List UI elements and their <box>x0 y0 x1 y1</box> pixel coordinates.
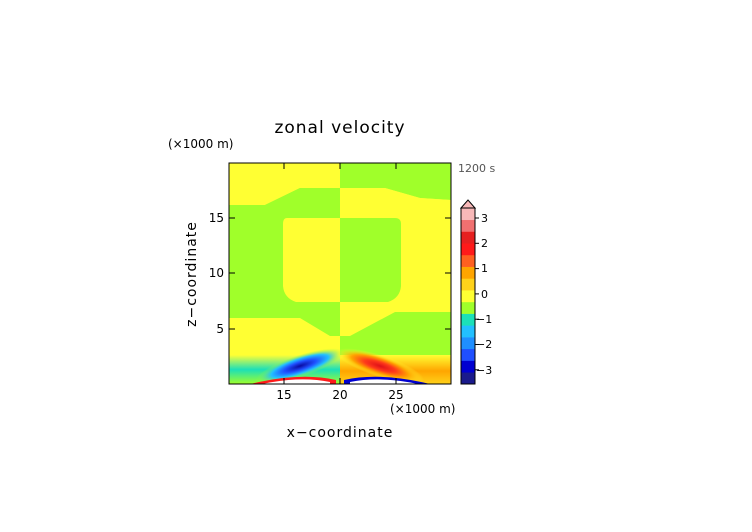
colorbar-tick-label: −2 <box>476 338 492 351</box>
y-tick-label: 15 <box>209 211 224 225</box>
colorbar-swatch <box>461 360 475 373</box>
colorbar-swatch <box>461 254 475 267</box>
colorbar-swatch <box>461 243 475 256</box>
colorbar-swatch <box>461 290 475 303</box>
colorbar-swatch <box>461 325 475 338</box>
axis-ticks <box>229 163 451 384</box>
colorbar-swatch <box>461 301 475 314</box>
colorbar-swatch <box>461 348 475 361</box>
colorbar-tick-label: 0 <box>481 288 488 301</box>
x-tick-label: 15 <box>276 388 291 402</box>
y-unit-label: (×1000 m) <box>168 137 233 151</box>
colorbar-swatch <box>461 278 475 291</box>
colorbar-extend-arrow <box>459 199 477 209</box>
surface-band-core-right <box>350 379 418 384</box>
colorbar-swatch <box>461 219 475 232</box>
central-box-left <box>283 218 340 302</box>
colorbar-swatch <box>461 372 475 385</box>
x-tick-label: 25 <box>388 388 403 402</box>
negative-jet <box>256 348 344 384</box>
colorbar-swatch <box>461 313 475 326</box>
left-wing-edge <box>229 305 340 336</box>
y-tick-label: 10 <box>209 266 224 280</box>
chart-title: zonal velocity <box>274 118 405 138</box>
surface-band-core-left <box>262 379 330 384</box>
x-tick-label: 20 <box>332 388 347 402</box>
top-left-positive <box>229 163 340 205</box>
y-axis-label: z−coordinate <box>184 221 200 327</box>
colorbar-tick-label: −3 <box>476 364 492 377</box>
right-wing-edge <box>340 305 451 336</box>
colorbar-tick-label: 1 <box>481 262 488 275</box>
heatmap-field <box>229 163 451 384</box>
colorbar-swatch <box>461 266 475 279</box>
colorbar-ticks <box>475 217 479 371</box>
colorbar-frame <box>460 207 476 385</box>
colorbar-tick-label: 2 <box>481 237 488 250</box>
colorbar-tick-label: −1 <box>476 313 492 326</box>
y-tick-label: 5 <box>216 322 224 336</box>
colorbar <box>459 199 477 385</box>
x-axis-label: x−coordinate <box>287 425 394 441</box>
colorbar-swatch <box>461 231 475 244</box>
top-right-negative <box>340 163 451 200</box>
colorbar-swatch <box>461 208 475 221</box>
central-box-right <box>340 218 401 302</box>
positive-jet <box>336 348 424 384</box>
x-unit-label: (×1000 m) <box>390 402 455 416</box>
colorbar-swatch <box>461 337 475 350</box>
colorbar-tick-label: 3 <box>481 212 488 225</box>
time-label: 1200 s <box>458 162 495 175</box>
